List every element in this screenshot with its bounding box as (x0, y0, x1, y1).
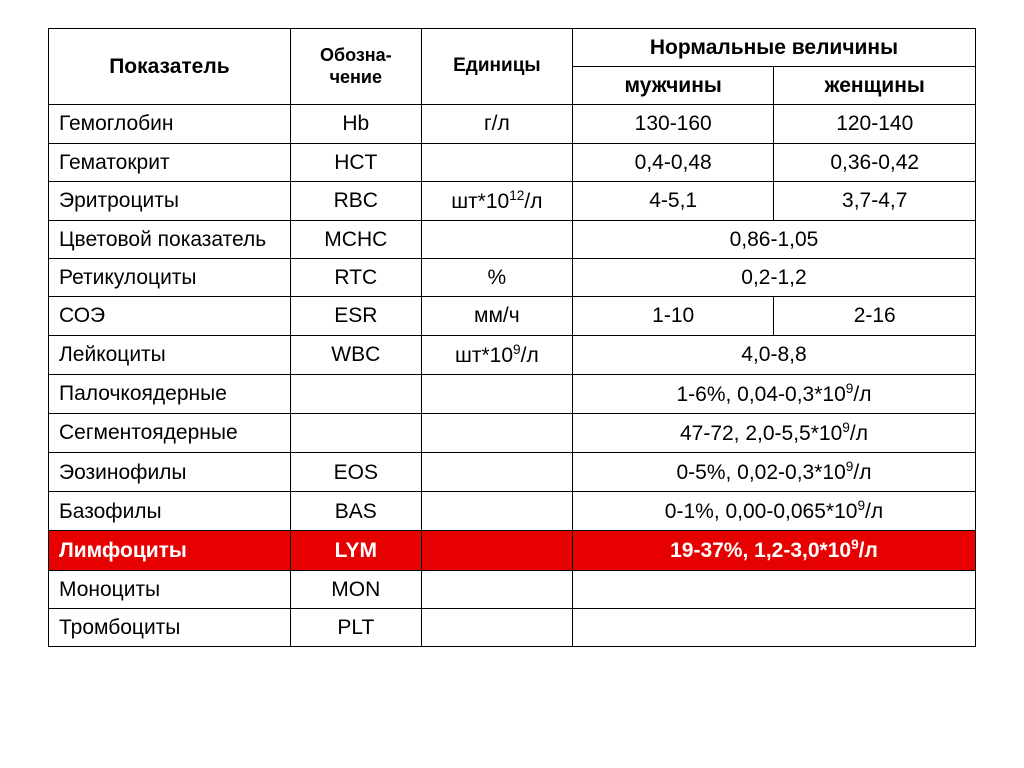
table-row: Цветовой показательMCHC 0,86-1,05 (49, 220, 976, 258)
table-row: Сегментоядерные 47-72, 2,0-5,5*109/л (49, 413, 976, 452)
cell-indicator: Лимфоциты (49, 531, 291, 570)
cell-abbrev: BAS (290, 492, 421, 531)
cell-women: 2-16 (774, 297, 976, 335)
cell-merged-value: 1-6%, 0,04-0,3*109/л (572, 374, 975, 413)
cell-units (421, 570, 572, 608)
cell-units (421, 220, 572, 258)
cell-indicator: Ретикулоциты (49, 259, 291, 297)
cell-indicator: СОЭ (49, 297, 291, 335)
header-units: Единицы (421, 29, 572, 105)
cell-men: 4-5,1 (572, 181, 774, 220)
table-row: МоноцитыMON (49, 570, 976, 608)
cell-abbrev (290, 413, 421, 452)
cell-men: 1-10 (572, 297, 774, 335)
cell-indicator: Эозинофилы (49, 453, 291, 492)
cell-units (421, 143, 572, 181)
cell-units (421, 608, 572, 646)
header-abbrev: Обозна- чение (290, 29, 421, 105)
cell-abbrev: RTC (290, 259, 421, 297)
cell-units: шт*1012/л (421, 181, 572, 220)
cell-abbrev: MCHC (290, 220, 421, 258)
cell-indicator: Цветовой показатель (49, 220, 291, 258)
table-body: ГемоглобинHbг/л130-160120-140ГематокритH… (49, 105, 976, 647)
cell-abbrev: RBC (290, 181, 421, 220)
table-row: Палочкоядерные 1-6%, 0,04-0,3*109/л (49, 374, 976, 413)
cell-units (421, 492, 572, 531)
blood-values-table: Показатель Обозна- чение Единицы Нормаль… (48, 28, 976, 647)
table-header: Показатель Обозна- чение Единицы Нормаль… (49, 29, 976, 105)
cell-merged-value: 0-1%, 0,00-0,065*109/л (572, 492, 975, 531)
cell-units: мм/ч (421, 297, 572, 335)
cell-indicator: Гемоглобин (49, 105, 291, 143)
cell-merged-value: 0,86-1,05 (572, 220, 975, 258)
table-row: РетикулоцитыRTC%0,2-1,2 (49, 259, 976, 297)
cell-abbrev: Hb (290, 105, 421, 143)
table-row: БазофилыBAS 0-1%, 0,00-0,065*109/л (49, 492, 976, 531)
cell-abbrev: WBC (290, 335, 421, 374)
table-row: ЭозинофилыEOS 0-5%, 0,02-0,3*109/л (49, 453, 976, 492)
cell-indicator: Тромбоциты (49, 608, 291, 646)
table-row: ЛейкоцитыWBCшт*109/л4,0-8,8 (49, 335, 976, 374)
cell-indicator: Базофилы (49, 492, 291, 531)
cell-merged-value: 0,2-1,2 (572, 259, 975, 297)
cell-abbrev: EOS (290, 453, 421, 492)
header-normals-group: Нормальные величины (572, 29, 975, 67)
table-row: ГемоглобинHbг/л130-160120-140 (49, 105, 976, 143)
table-row: ГематокритHCT 0,4-0,480,36-0,42 (49, 143, 976, 181)
cell-indicator: Моноциты (49, 570, 291, 608)
cell-women: 0,36-0,42 (774, 143, 976, 181)
cell-women: 120-140 (774, 105, 976, 143)
cell-abbrev: ESR (290, 297, 421, 335)
header-women: женщины (774, 67, 976, 105)
table-row: ЛимфоцитыLYM 19-37%, 1,2-3,0*109/л (49, 531, 976, 570)
cell-indicator: Эритроциты (49, 181, 291, 220)
header-indicator: Показатель (49, 29, 291, 105)
cell-merged-value: 0-5%, 0,02-0,3*109/л (572, 453, 975, 492)
cell-merged-value: 19-37%, 1,2-3,0*109/л (572, 531, 975, 570)
cell-abbrev: PLT (290, 608, 421, 646)
cell-indicator: Гематокрит (49, 143, 291, 181)
cell-merged-value (572, 608, 975, 646)
cell-abbrev: MON (290, 570, 421, 608)
table-row: СОЭESRмм/ч1-102-16 (49, 297, 976, 335)
cell-merged-value: 4,0-8,8 (572, 335, 975, 374)
table-row: ТромбоцитыPLT (49, 608, 976, 646)
cell-indicator: Лейкоциты (49, 335, 291, 374)
cell-abbrev: LYM (290, 531, 421, 570)
cell-units: г/л (421, 105, 572, 143)
table-row: ЭритроцитыRBCшт*1012/л4-5,13,7-4,7 (49, 181, 976, 220)
cell-women: 3,7-4,7 (774, 181, 976, 220)
cell-indicator: Палочкоядерные (49, 374, 291, 413)
cell-abbrev: HCT (290, 143, 421, 181)
cell-men: 130-160 (572, 105, 774, 143)
cell-merged-value: 47-72, 2,0-5,5*109/л (572, 413, 975, 452)
cell-men: 0,4-0,48 (572, 143, 774, 181)
cell-units (421, 374, 572, 413)
cell-units (421, 413, 572, 452)
cell-units (421, 531, 572, 570)
cell-units: % (421, 259, 572, 297)
cell-abbrev (290, 374, 421, 413)
cell-units (421, 453, 572, 492)
cell-merged-value (572, 570, 975, 608)
header-men: мужчины (572, 67, 774, 105)
cell-indicator: Сегментоядерные (49, 413, 291, 452)
cell-units: шт*109/л (421, 335, 572, 374)
